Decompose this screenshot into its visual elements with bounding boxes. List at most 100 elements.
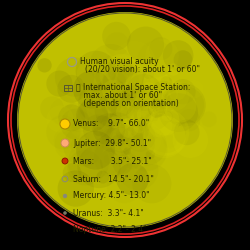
Circle shape [101,122,135,156]
Circle shape [122,129,131,138]
Circle shape [116,91,123,97]
Circle shape [143,116,186,158]
Circle shape [134,94,171,131]
Circle shape [122,102,163,144]
Circle shape [50,98,78,126]
Circle shape [96,62,126,92]
Circle shape [68,141,109,183]
Circle shape [62,103,87,127]
Circle shape [116,127,128,140]
Circle shape [148,95,168,115]
Circle shape [92,96,105,109]
Text: Saturn:   14.5"- 20.1": Saturn: 14.5"- 20.1" [73,174,154,184]
Circle shape [159,93,198,132]
Circle shape [132,115,156,139]
Circle shape [116,163,149,195]
Circle shape [55,128,86,160]
Circle shape [100,112,134,146]
Text: (20/20 vision): about 1' or 60": (20/20 vision): about 1' or 60" [85,65,200,74]
Circle shape [102,55,122,74]
Circle shape [164,135,177,148]
Circle shape [67,150,103,186]
Circle shape [57,75,85,103]
Circle shape [112,41,156,85]
Circle shape [158,80,190,111]
Circle shape [124,120,162,157]
Circle shape [100,128,124,152]
Circle shape [63,211,67,215]
Circle shape [120,93,156,128]
Circle shape [102,22,131,50]
Text: Venus:    9.7"- 66.0": Venus: 9.7"- 66.0" [73,120,149,128]
Circle shape [60,109,91,139]
Circle shape [163,40,194,71]
Circle shape [108,58,133,84]
Circle shape [58,104,85,132]
Circle shape [67,98,111,141]
Circle shape [201,112,217,127]
Circle shape [172,122,208,158]
Circle shape [164,90,196,122]
Circle shape [143,67,154,79]
Circle shape [83,114,114,145]
Circle shape [110,90,142,122]
Circle shape [166,86,204,124]
Circle shape [93,113,125,146]
Circle shape [125,86,146,107]
Circle shape [46,70,72,97]
Circle shape [110,67,140,97]
Circle shape [80,96,108,125]
Circle shape [110,81,125,96]
Circle shape [174,120,200,145]
Circle shape [97,117,116,136]
Circle shape [162,94,168,100]
Circle shape [77,60,104,87]
Circle shape [127,26,164,64]
Circle shape [145,114,154,122]
Circle shape [143,74,178,110]
Circle shape [125,122,156,152]
Circle shape [167,64,179,76]
Circle shape [128,92,160,124]
Circle shape [58,170,94,207]
Circle shape [76,51,116,91]
Circle shape [73,70,111,108]
Circle shape [78,145,121,188]
Text: ⨩ International Space Station:: ⨩ International Space Station: [76,83,190,92]
Circle shape [138,41,174,77]
Circle shape [104,155,112,163]
Circle shape [112,132,132,153]
Circle shape [148,113,172,138]
Circle shape [144,111,186,153]
Circle shape [142,106,156,121]
Text: Neptune: 2.2"- 2.4": Neptune: 2.2"- 2.4" [73,224,146,234]
Circle shape [186,80,204,98]
Circle shape [149,37,172,60]
Circle shape [145,39,179,72]
Circle shape [109,68,152,110]
Circle shape [168,82,186,100]
Circle shape [103,71,126,94]
Circle shape [152,110,160,118]
Circle shape [134,122,145,133]
Circle shape [68,111,89,132]
Text: Jupiter:  29.8"- 50.1": Jupiter: 29.8"- 50.1" [73,138,151,147]
Circle shape [102,88,127,114]
Circle shape [126,131,134,140]
Circle shape [124,73,157,106]
Circle shape [100,147,129,176]
Circle shape [64,126,104,166]
Circle shape [100,54,143,97]
Circle shape [170,79,196,104]
Circle shape [63,194,67,198]
Text: (depends on orientation): (depends on orientation) [81,99,179,108]
Circle shape [37,58,52,72]
Circle shape [174,50,192,69]
Circle shape [119,118,139,138]
Circle shape [125,128,168,171]
Circle shape [162,84,206,127]
Circle shape [120,86,131,97]
Circle shape [95,94,128,127]
Circle shape [60,119,70,129]
Text: Human visual acuity: Human visual acuity [80,57,159,66]
